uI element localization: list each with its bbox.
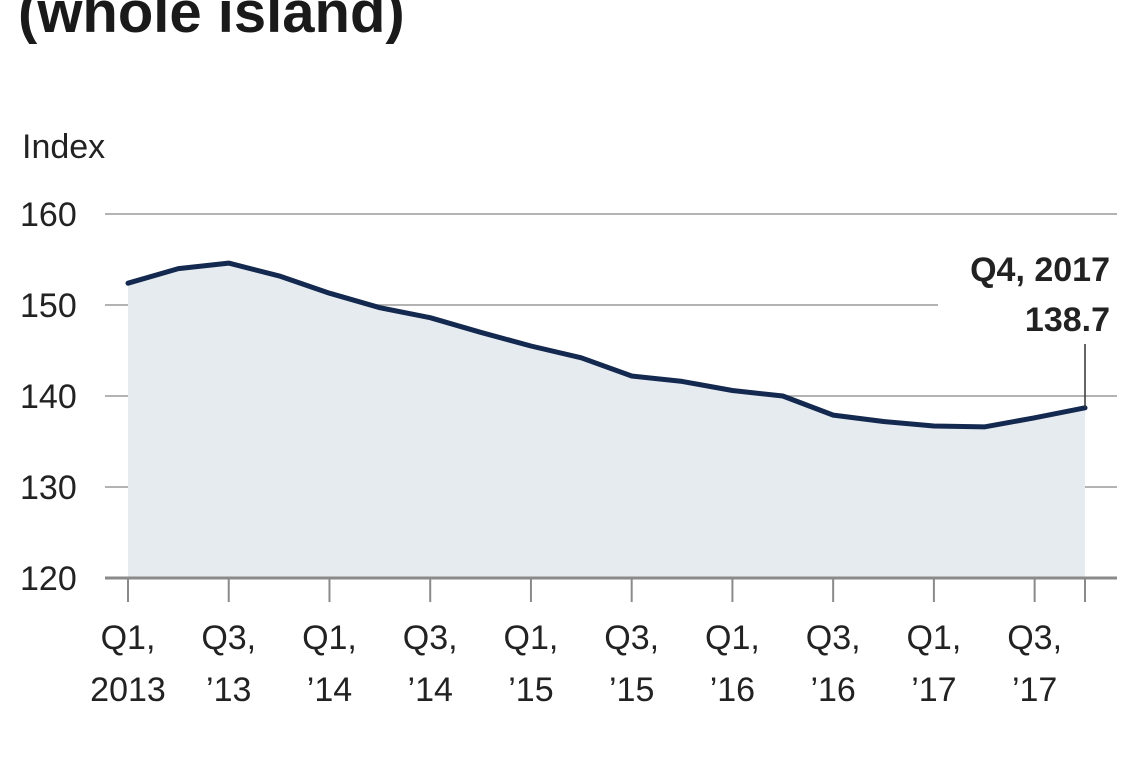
y-axis-label: Index xyxy=(22,128,105,166)
y-axis-tick-labels: 120 130 140 150 160 xyxy=(20,196,77,598)
x-tick-label: ’15 xyxy=(609,671,654,709)
x-tick-label: ’16 xyxy=(810,671,855,709)
chart-title: (whole island) xyxy=(18,0,405,45)
x-tick-label: ’15 xyxy=(508,671,553,709)
x-tick-label: ’17 xyxy=(911,671,956,709)
x-tick-label: ’14 xyxy=(307,671,352,709)
x-tick-label: Q1, xyxy=(906,619,961,657)
y-tick-label: 130 xyxy=(20,469,77,507)
x-tick-label: Q3, xyxy=(1007,619,1062,657)
series-line xyxy=(125,260,1088,430)
x-axis-ticks: Q1, 2013 Q3, ’13 Q1, ’14 Q3, ’14 Q1, ’15 Q3, ’15 Q1,… xyxy=(90,578,1086,709)
x-tick-label: ’13 xyxy=(206,671,251,709)
y-tick-label: 120 xyxy=(20,560,77,598)
x-tick-label: ’14 xyxy=(408,671,453,709)
x-tick-label: 2013 xyxy=(90,671,166,709)
x-tick-label: Q3, xyxy=(604,619,659,657)
y-tick-label: 140 xyxy=(20,378,77,416)
x-tick-label: Q1, xyxy=(302,619,357,657)
y-tick-label: 160 xyxy=(20,196,77,234)
x-tick-label: Q3, xyxy=(403,619,458,657)
area-fill xyxy=(128,263,1085,578)
annotation-value: 138.7 xyxy=(1025,301,1110,339)
annotation-period: Q4, 2017 xyxy=(970,251,1110,289)
x-tick-label: Q1, xyxy=(705,619,760,657)
x-tick-label: Q3, xyxy=(201,619,256,657)
x-tick-label: ’17 xyxy=(1012,671,1057,709)
x-tick-label: ’16 xyxy=(710,671,755,709)
y-tick-label: 150 xyxy=(20,287,77,325)
x-tick-label: Q3, xyxy=(806,619,861,657)
x-tick-label: Q1, xyxy=(504,619,559,657)
x-tick-label: Q1, xyxy=(101,619,156,657)
